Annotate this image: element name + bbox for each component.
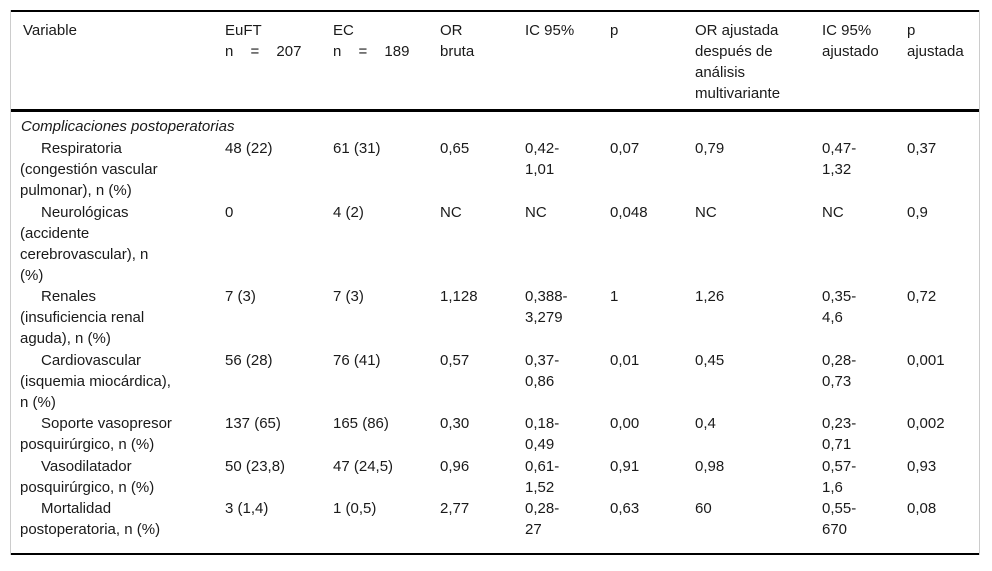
table-cell: 60 xyxy=(695,500,712,517)
table-header: Variable EuFT n = 207 EC n = 189 OR bruta … xyxy=(11,11,979,112)
table-cell: 0,37- 0,86 xyxy=(525,351,560,390)
table-row-neurologicas: Neurológicas (accidente cerebrovascular)… xyxy=(11,202,979,287)
table-cell: 0,45 xyxy=(695,351,725,369)
table-cell: 0,61- 1,52 xyxy=(525,457,560,496)
table-body: Complicaciones postoperatorias Respirato… xyxy=(11,111,979,555)
table-cell: 2,77 xyxy=(440,500,470,517)
table-row-respiratoria: Respiratoria (congestión vascular pulmon… xyxy=(11,138,979,202)
table-cell: 165 (86) xyxy=(333,415,389,432)
table-cell: 0 xyxy=(225,203,234,221)
table-cell: 0,93 xyxy=(907,457,937,475)
column-header-p: p xyxy=(607,11,692,112)
header-row: Variable EuFT n = 207 EC n = 189 OR bruta … xyxy=(11,11,979,112)
results-table-container: Variable EuFT n = 207 EC n = 189 OR bruta … xyxy=(10,10,980,555)
table-cell: 0,01 xyxy=(610,351,640,369)
row-label: Respiratoria (congestión vascular pulmon… xyxy=(20,140,158,199)
table-cell: 48 (22) xyxy=(225,140,273,157)
column-header-variable: Variable xyxy=(11,11,222,112)
table-cell: 3 (1,4) xyxy=(225,500,269,517)
table-cell: 0,98 xyxy=(695,457,725,475)
table-cell: 0,35- 4,6 xyxy=(822,288,857,326)
table-cell: 50 (23,8) xyxy=(225,457,286,475)
table-cell: 7 (3) xyxy=(225,288,256,305)
row-label: Cardiovascular (isquemia miocárdica), n … xyxy=(20,351,171,411)
table-cell: 56 (28) xyxy=(225,351,273,369)
table-cell: 0,28- 27 xyxy=(525,500,560,538)
table-row-mortalidad: Mortalidad postoperatoria, n (%) 3 (1,4)… xyxy=(11,498,979,554)
column-header-ic95: IC 95% xyxy=(522,11,607,112)
column-header-or-bruta: OR bruta xyxy=(437,11,522,112)
postoperative-complications-table: Variable EuFT n = 207 EC n = 189 OR bruta … xyxy=(11,10,979,555)
column-header-or-ajustada: OR ajustada después de análisis multivar… xyxy=(692,11,819,112)
table-cell: NC xyxy=(525,203,547,221)
table-cell: 0,18- 0,49 xyxy=(525,415,560,453)
table-cell: 4 (2) xyxy=(333,203,364,221)
table-cell: 0,42- 1,01 xyxy=(525,140,560,178)
row-label: Neurológicas (accidente cerebrovascular)… xyxy=(20,203,149,284)
table-cell: 0,002 xyxy=(907,415,945,432)
table-cell: 7 (3) xyxy=(333,288,364,305)
column-header-ec: EC n = 189 xyxy=(330,11,437,112)
column-header-euft: EuFT n = 207 xyxy=(222,11,330,112)
table-cell: 1,26 xyxy=(695,288,725,305)
table-cell: 1 xyxy=(610,288,619,305)
table-row-cardiovascular: Cardiovascular (isquemia miocárdica), n … xyxy=(11,350,979,414)
table-cell: 0,001 xyxy=(907,351,945,369)
table-cell: 0,72 xyxy=(907,288,937,305)
table-cell: 1,128 xyxy=(440,288,478,305)
table-cell: 76 (41) xyxy=(333,351,381,369)
table-row-renales: Renales (insuficiencia renal aguda), n (… xyxy=(11,286,979,350)
table-cell: 0,57 xyxy=(440,351,470,369)
table-cell: 0,65 xyxy=(440,140,470,157)
table-cell: 0,07 xyxy=(610,140,640,157)
euft-sample-size: n = 207 xyxy=(225,43,302,60)
table-cell: 0,47- 1,32 xyxy=(822,140,857,178)
table-row-vasodilatador: Vasodilatador posquirúrgico, n (%) 50 (2… xyxy=(11,456,979,499)
table-cell: 0,30 xyxy=(440,415,470,432)
table-cell: NC xyxy=(822,203,844,221)
table-cell: NC xyxy=(695,203,717,221)
table-cell: 0,9 xyxy=(907,203,928,221)
table-cell: NC xyxy=(440,203,462,221)
table-cell: 0,37 xyxy=(907,140,937,157)
table-cell: 0,23- 0,71 xyxy=(822,415,857,453)
table-cell: 0,91 xyxy=(610,457,640,475)
table-cell: 0,388- 3,279 xyxy=(525,288,568,326)
table-row-soporte-vasopresor: Soporte vasopresor posquirúrgico, n (%) … xyxy=(11,413,979,456)
table-cell: 1 (0,5) xyxy=(333,500,377,517)
table-cell: 0,08 xyxy=(907,500,937,517)
column-header-ic95-ajustado: IC 95% ajustado xyxy=(819,11,904,112)
row-label: Mortalidad postoperatoria, n (%) xyxy=(20,500,161,538)
table-cell: 0,57- 1,6 xyxy=(822,457,857,496)
section-title: Complicaciones postoperatorias xyxy=(21,118,235,135)
row-label: Vasodilatador posquirúrgico, n (%) xyxy=(20,457,155,496)
row-label: Soporte vasopresor posquirúrgico, n (%) xyxy=(20,415,172,453)
ec-sample-size: n = 189 xyxy=(333,43,410,60)
section-row: Complicaciones postoperatorias xyxy=(11,111,979,139)
table-cell: 0,63 xyxy=(610,500,640,517)
table-cell: 0,28- 0,73 xyxy=(822,351,857,390)
table-cell: 0,048 xyxy=(610,203,648,221)
table-cell: 0,00 xyxy=(610,415,640,432)
column-header-p-ajustada: p ajustada xyxy=(904,11,979,112)
table-cell: 0,79 xyxy=(695,140,725,157)
table-cell: 0,96 xyxy=(440,457,470,475)
row-label: Renales (insuficiencia renal aguda), n (… xyxy=(20,288,145,347)
table-cell: 0,4 xyxy=(695,415,716,432)
table-cell: 0,55- 670 xyxy=(822,500,857,538)
table-cell: 137 (65) xyxy=(225,415,281,432)
table-cell: 47 (24,5) xyxy=(333,457,394,475)
table-cell: 61 (31) xyxy=(333,140,381,157)
